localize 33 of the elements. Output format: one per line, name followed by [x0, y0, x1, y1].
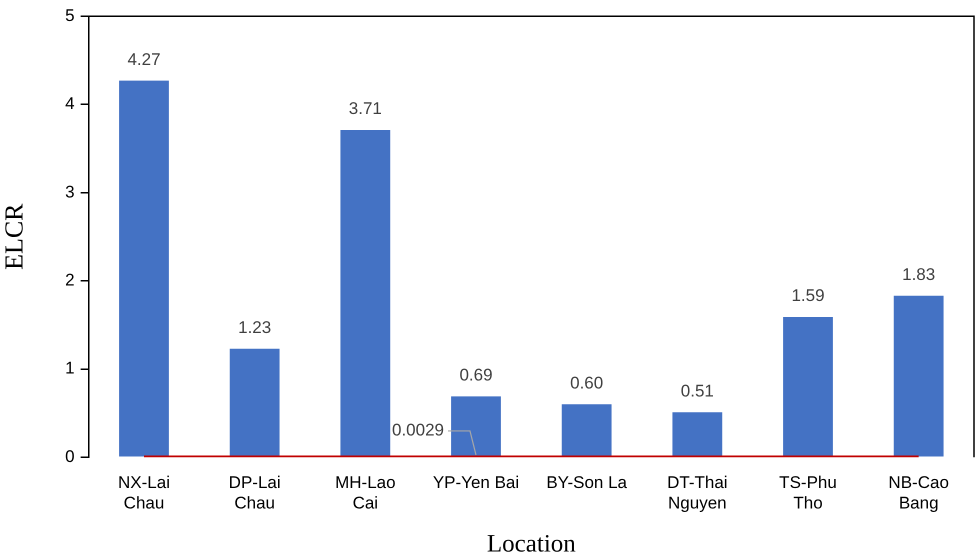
- bar: [562, 404, 612, 456]
- data-label: 0.51: [680, 381, 714, 400]
- bar: [451, 396, 501, 456]
- x-tick-label: NX-Lai Chau: [118, 473, 170, 512]
- bar: [783, 316, 833, 456]
- bar: [672, 412, 722, 456]
- x-tick-label: YP-Yen Bai: [432, 473, 520, 492]
- data-label: 1.59: [791, 286, 825, 306]
- y-tick-label: 1: [65, 358, 75, 378]
- bar: [894, 296, 944, 456]
- x-tick-label: NB-Cao Bang: [888, 473, 949, 512]
- data-label: 4.27: [127, 50, 161, 69]
- y-axis-title: ELCR: [0, 202, 28, 270]
- data-label: 3.71: [348, 99, 382, 118]
- y-tick-label: 3: [65, 182, 75, 202]
- x-tick-label: DP-Lai Chau: [228, 473, 281, 512]
- x-axis-title: Location: [486, 530, 576, 558]
- x-tick-label: BY-Son La: [546, 473, 628, 492]
- y-tick-label: 4: [65, 94, 75, 114]
- y-tick-label: 5: [65, 6, 75, 25]
- y-tick-label: 0: [65, 446, 75, 466]
- bar: [119, 80, 169, 456]
- bar: [340, 130, 390, 456]
- data-label: 1.23: [238, 318, 272, 337]
- data-label: 0.69: [459, 366, 493, 385]
- y-tick-label: 2: [65, 270, 75, 290]
- data-label: 0.60: [570, 373, 604, 392]
- data-label: 0.0029: [392, 420, 444, 440]
- x-tick-label: MH-Lao Cai: [335, 473, 396, 512]
- x-tick-label: DT-Thai Nguyen: [667, 473, 728, 512]
- x-tick-label: TS-Phu Tho: [779, 473, 837, 512]
- data-label: 1.83: [902, 264, 936, 284]
- bar: [230, 348, 280, 456]
